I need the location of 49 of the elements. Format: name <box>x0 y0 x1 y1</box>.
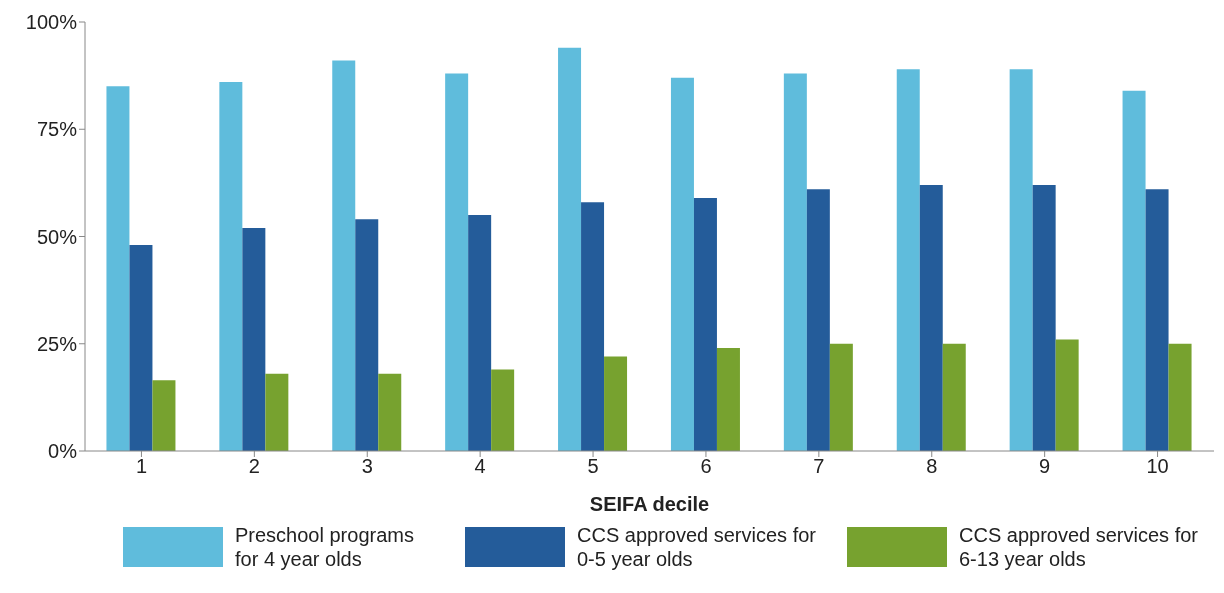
x-tick-label: 7 <box>813 455 825 478</box>
bar <box>693 197 717 451</box>
bar <box>445 73 469 451</box>
bar <box>378 373 402 451</box>
bar <box>942 343 966 451</box>
x-tick-label: 9 <box>1039 455 1051 478</box>
x-tick-label: 8 <box>926 455 938 478</box>
bar <box>355 219 379 451</box>
bar <box>806 189 830 451</box>
bar <box>558 47 582 451</box>
bar <box>1122 90 1146 451</box>
legend-label: CCS approved services for 0-5 year olds <box>577 523 817 571</box>
x-tick-label: 2 <box>248 455 260 478</box>
legend-label: CCS approved services for 6-13 year olds <box>959 523 1199 571</box>
bar <box>219 82 243 451</box>
bar <box>1032 185 1056 451</box>
bar <box>604 356 628 451</box>
bar <box>1145 189 1169 451</box>
bar <box>716 348 740 451</box>
bar <box>1168 343 1192 451</box>
bar <box>829 343 853 451</box>
y-tick-label: 100% <box>25 11 78 34</box>
x-tick-label: 4 <box>474 455 486 478</box>
bar <box>106 86 130 451</box>
x-tick-label: 6 <box>700 455 712 478</box>
bar <box>670 77 694 451</box>
x-axis-title: SEIFA decile <box>589 493 710 515</box>
y-tick-label: 0% <box>48 440 78 463</box>
legend-label: Preschool programs for 4 year olds <box>235 523 415 571</box>
bar <box>265 373 289 451</box>
y-tick-label: 50% <box>36 225 78 248</box>
bar <box>152 380 176 451</box>
y-tick-label: 75% <box>36 118 78 141</box>
bar <box>468 215 492 451</box>
x-tick-label: 1 <box>135 455 148 478</box>
x-tick-label: 5 <box>587 455 599 478</box>
y-tick-label: 25% <box>36 332 78 355</box>
bar <box>896 69 920 451</box>
bar <box>919 185 943 451</box>
bar <box>1009 69 1033 451</box>
bar <box>491 369 515 451</box>
x-tick-label: 3 <box>361 455 373 478</box>
bar <box>581 202 605 451</box>
bar <box>1055 339 1079 451</box>
x-tick-label: 10 <box>1146 455 1169 478</box>
bar <box>783 73 807 451</box>
bar <box>332 60 356 451</box>
bar <box>242 227 266 451</box>
bar <box>129 245 153 451</box>
